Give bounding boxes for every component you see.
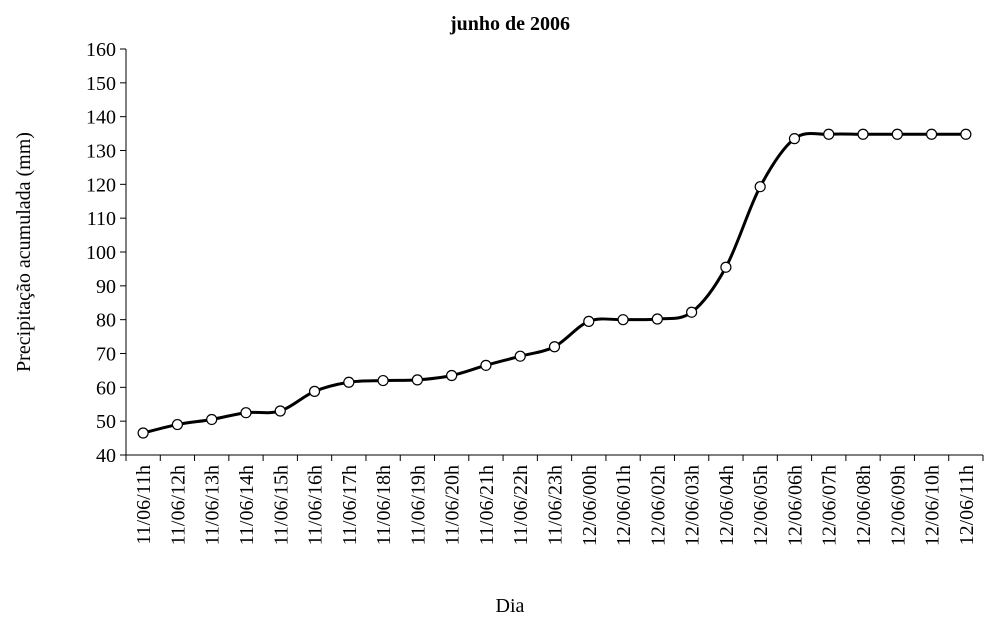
x-tick-label: 12/06/01h xyxy=(613,465,635,546)
y-tick-label: 90 xyxy=(96,276,116,298)
y-tick-label: 60 xyxy=(96,377,116,399)
y-tick-label: 70 xyxy=(96,344,116,366)
x-tick-label: 11/06/20h xyxy=(442,465,464,545)
x-tick-label: 12/06/04h xyxy=(716,465,738,546)
data-point xyxy=(377,374,389,387)
x-tick-label: 11/06/12h xyxy=(167,465,189,545)
x-tick-label: 11/06/17h xyxy=(339,465,361,545)
y-tick-label: 140 xyxy=(86,107,116,129)
data-point xyxy=(480,359,492,371)
x-tick-label: 11/06/14h xyxy=(236,465,258,545)
data-point xyxy=(137,427,149,439)
y-tick-label: 160 xyxy=(86,39,116,61)
x-tick-label: 12/06/06h xyxy=(784,465,806,546)
x-tick-label: 12/06/10h xyxy=(922,465,944,546)
data-point xyxy=(651,313,663,325)
data-point xyxy=(823,128,835,140)
x-tick-label: 12/06/09h xyxy=(887,465,909,546)
data-point xyxy=(308,385,321,397)
x-tick-label: 12/06/07h xyxy=(819,465,841,546)
x-tick-label: 11/06/18h xyxy=(373,465,395,545)
x-tick-label: 11/06/21h xyxy=(476,465,498,545)
data-point xyxy=(240,407,252,419)
x-tick-label: 11/06/11h xyxy=(133,465,155,545)
y-axis-label: Precipitação acumulada (mm) xyxy=(13,132,35,372)
x-tick-label: 12/06/02h xyxy=(647,465,669,546)
x-tick-label: 12/06/11h xyxy=(956,465,978,545)
x-tick-label: 12/06/05h xyxy=(750,465,772,546)
data-point xyxy=(686,306,698,318)
y-tick-label: 100 xyxy=(86,242,116,264)
data-point xyxy=(788,133,801,145)
y-tick-label: 150 xyxy=(86,73,116,95)
data-point xyxy=(720,261,732,273)
data-point xyxy=(925,128,938,140)
x-tick-label: 11/06/22h xyxy=(510,465,532,545)
data-point xyxy=(617,314,629,326)
data-line xyxy=(142,131,966,435)
data-point xyxy=(274,405,286,417)
data-point xyxy=(343,376,355,388)
chart-title: junho de 2006 xyxy=(449,13,570,35)
y-tick-label: 120 xyxy=(86,174,116,196)
y-tick-label: 40 xyxy=(96,445,116,467)
data-point xyxy=(446,369,458,382)
x-tick-label: 11/06/13h xyxy=(202,465,224,545)
y-tick-label: 110 xyxy=(87,208,116,230)
x-tick-label: 12/06/03h xyxy=(682,465,704,546)
y-tick-label: 130 xyxy=(86,141,116,163)
x-tick-label: 12/06/00h xyxy=(579,465,601,546)
x-tick-label: 11/06/19h xyxy=(407,465,429,545)
x-tick-label: 11/06/15h xyxy=(270,465,292,545)
data-point xyxy=(583,315,595,327)
data-point xyxy=(514,350,526,362)
data-point xyxy=(206,413,218,426)
x-axis-label: Dia xyxy=(496,595,525,617)
x-tick-label: 11/06/23h xyxy=(545,465,567,545)
data-point xyxy=(171,418,184,431)
x-tick-label: 11/06/16h xyxy=(305,465,327,545)
data-point xyxy=(754,181,766,193)
data-point xyxy=(548,341,561,353)
data-point xyxy=(411,374,423,386)
data-point xyxy=(857,128,869,140)
data-point xyxy=(891,128,903,140)
x-tick-label: 12/06/08h xyxy=(853,465,875,546)
data-point xyxy=(960,128,972,140)
y-tick-label: 80 xyxy=(96,310,116,332)
y-tick-label: 50 xyxy=(96,411,116,433)
